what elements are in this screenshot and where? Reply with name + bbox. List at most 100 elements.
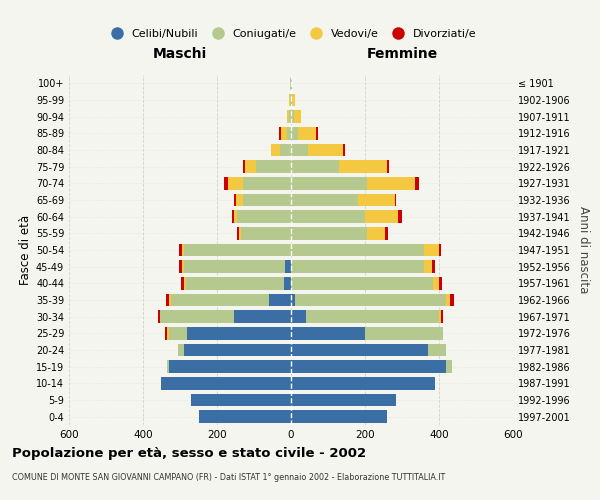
- Bar: [235, 194, 243, 206]
- Bar: [291, 260, 424, 273]
- Bar: [339, 160, 387, 173]
- Bar: [291, 110, 294, 123]
- Bar: [281, 127, 287, 140]
- Bar: [271, 144, 280, 156]
- Bar: [165, 327, 167, 340]
- Bar: [179, 260, 182, 273]
- Text: COMUNE DI MONTE SAN GIOVANNI CAMPANO (FR) - Dati ISTAT 1° gennaio 2002 - Elabora: COMUNE DI MONTE SAN GIOVANNI CAMPANO (FR…: [12, 472, 445, 482]
- Legend: Celibi/Nubili, Coniugati/e, Vedovi/e, Divorziati/e: Celibi/Nubili, Coniugati/e, Vedovi/e, Di…: [101, 24, 481, 44]
- Text: Femmine: Femmine: [367, 47, 437, 61]
- Bar: [243, 160, 245, 173]
- Bar: [243, 194, 291, 206]
- Bar: [167, 327, 169, 340]
- Bar: [431, 260, 434, 273]
- Bar: [184, 344, 291, 356]
- Bar: [228, 177, 243, 190]
- Bar: [178, 344, 184, 356]
- Bar: [171, 294, 269, 306]
- Bar: [287, 127, 291, 140]
- Bar: [289, 94, 290, 106]
- Bar: [439, 244, 441, 256]
- Bar: [182, 260, 184, 273]
- Bar: [233, 210, 238, 223]
- Bar: [424, 260, 431, 273]
- Bar: [367, 227, 385, 239]
- Bar: [224, 177, 228, 190]
- Bar: [298, 127, 316, 140]
- Bar: [291, 377, 436, 390]
- Bar: [385, 227, 388, 239]
- Bar: [238, 227, 239, 239]
- Bar: [191, 394, 291, 406]
- Bar: [441, 310, 443, 323]
- Bar: [439, 310, 441, 323]
- Bar: [439, 277, 442, 289]
- Bar: [291, 344, 428, 356]
- Bar: [291, 144, 308, 156]
- Bar: [233, 194, 235, 206]
- Bar: [184, 260, 286, 273]
- Bar: [166, 294, 169, 306]
- Bar: [245, 160, 256, 173]
- Bar: [291, 177, 367, 190]
- Bar: [158, 310, 160, 323]
- Bar: [169, 294, 171, 306]
- Bar: [290, 77, 291, 90]
- Bar: [232, 210, 233, 223]
- Bar: [308, 144, 343, 156]
- Bar: [238, 210, 291, 223]
- Bar: [291, 310, 306, 323]
- Bar: [182, 244, 184, 256]
- Bar: [291, 210, 365, 223]
- Bar: [233, 310, 291, 323]
- Bar: [184, 277, 185, 289]
- Bar: [294, 110, 301, 123]
- Bar: [179, 244, 182, 256]
- Bar: [291, 410, 387, 423]
- Bar: [239, 227, 241, 239]
- Bar: [161, 377, 291, 390]
- Bar: [169, 360, 291, 373]
- Bar: [291, 277, 433, 289]
- Bar: [291, 294, 295, 306]
- Bar: [291, 360, 446, 373]
- Bar: [291, 127, 298, 140]
- Bar: [284, 277, 291, 289]
- Bar: [398, 210, 402, 223]
- Bar: [365, 210, 398, 223]
- Bar: [160, 310, 233, 323]
- Bar: [185, 277, 284, 289]
- Bar: [256, 160, 291, 173]
- Bar: [291, 227, 367, 239]
- Bar: [287, 110, 289, 123]
- Bar: [167, 360, 169, 373]
- Bar: [291, 194, 358, 206]
- Bar: [387, 160, 389, 173]
- Bar: [269, 294, 291, 306]
- Bar: [181, 277, 184, 289]
- Bar: [291, 160, 339, 173]
- Bar: [343, 144, 344, 156]
- Bar: [316, 127, 318, 140]
- Bar: [367, 177, 415, 190]
- Bar: [292, 94, 295, 106]
- Bar: [295, 294, 446, 306]
- Bar: [279, 127, 281, 140]
- Bar: [291, 244, 424, 256]
- Bar: [243, 177, 291, 190]
- Bar: [450, 294, 454, 306]
- Bar: [415, 177, 419, 190]
- Y-axis label: Anni di nascita: Anni di nascita: [577, 206, 590, 294]
- Bar: [446, 294, 450, 306]
- Bar: [395, 194, 397, 206]
- Bar: [289, 110, 291, 123]
- Bar: [358, 194, 395, 206]
- Bar: [306, 310, 439, 323]
- Bar: [184, 244, 291, 256]
- Bar: [280, 144, 291, 156]
- Text: Maschi: Maschi: [153, 47, 207, 61]
- Text: Popolazione per età, sesso e stato civile - 2002: Popolazione per età, sesso e stato civil…: [12, 448, 366, 460]
- Bar: [365, 327, 443, 340]
- Bar: [291, 77, 292, 90]
- Bar: [428, 344, 446, 356]
